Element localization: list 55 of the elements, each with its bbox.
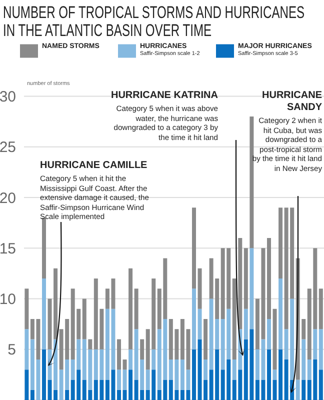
bar	[146, 370, 150, 390]
bar	[267, 238, 271, 319]
bar	[152, 349, 156, 370]
bar	[122, 370, 127, 390]
bar	[117, 370, 121, 390]
y-tick-label: 20	[0, 190, 16, 207]
y-tick-label: 10	[0, 291, 16, 308]
bar	[122, 360, 127, 370]
bar	[192, 288, 196, 350]
bar	[318, 329, 323, 370]
bar	[24, 329, 29, 370]
bar	[318, 288, 323, 330]
bar	[302, 380, 306, 400]
bar	[88, 339, 92, 350]
bar	[42, 349, 46, 400]
bar	[318, 370, 323, 400]
bar	[24, 288, 29, 330]
bar	[278, 278, 283, 350]
y-tick-label: 15	[0, 240, 16, 258]
bar	[244, 248, 248, 309]
bar	[278, 208, 283, 278]
bar	[272, 370, 277, 380]
bar	[42, 278, 46, 350]
bar	[42, 218, 46, 278]
bar	[204, 318, 208, 360]
annotation: HURRICANE CAMILLE	[40, 160, 148, 172]
bar	[302, 339, 306, 380]
bar	[198, 308, 202, 340]
bar	[82, 298, 86, 340]
bar	[192, 349, 196, 400]
bar	[134, 288, 138, 330]
bar	[204, 360, 208, 380]
bar	[117, 339, 121, 370]
bar	[192, 208, 196, 289]
bar	[140, 339, 144, 360]
bar	[128, 268, 133, 350]
annotation: HURRICANE KATRINA	[110, 90, 218, 102]
bar	[30, 390, 34, 400]
y-tick-label: 25	[0, 139, 16, 156]
bar	[128, 349, 133, 370]
bar	[24, 370, 29, 400]
bar	[65, 390, 70, 400]
annotation: HURRICANE SANDY	[261, 90, 322, 114]
bar	[267, 349, 271, 400]
y-tick-label: 30	[0, 88, 16, 106]
y-tick-label: 5	[8, 342, 16, 359]
bar	[272, 308, 277, 370]
bar	[307, 360, 312, 380]
bar	[250, 116, 254, 248]
bar	[267, 318, 271, 350]
bar	[313, 329, 318, 360]
chart-title: NUMBER OF TROPICAL STORMS AND HURRICANES IN THE ATLANTIC BASIN OVER TIME	[3, 3, 306, 40]
bar	[198, 268, 202, 309]
bar	[117, 390, 121, 400]
bar	[296, 380, 300, 400]
